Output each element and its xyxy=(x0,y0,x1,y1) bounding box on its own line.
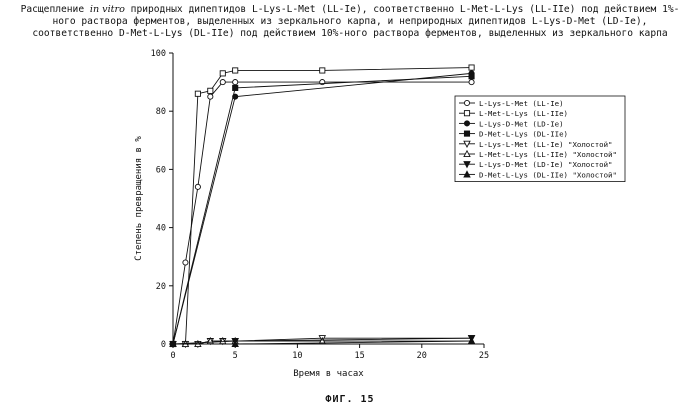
legend-label: D-Met-L-Lys (DL-IIe) "Холостой" xyxy=(479,170,617,179)
series-line xyxy=(173,82,472,344)
legend-marker xyxy=(464,131,469,136)
data-point xyxy=(233,80,238,85)
x-tick-label: 0 xyxy=(170,351,175,361)
legend-item: D-Met-L-Lys (DL-IIe) "Холостой" xyxy=(459,170,617,179)
y-tick-label: 0 xyxy=(161,340,166,350)
y-tick-label: 80 xyxy=(156,107,166,117)
series-line xyxy=(173,68,472,344)
x-tick-label: 10 xyxy=(292,351,302,361)
data-point xyxy=(469,74,474,79)
legend-label: L-Lys-L-Met (LL-Ie) xyxy=(479,99,564,108)
y-tick-label: 20 xyxy=(156,282,166,292)
data-point xyxy=(469,65,474,70)
data-point xyxy=(320,68,325,73)
series-line xyxy=(173,76,472,344)
data-point xyxy=(195,184,200,189)
data-point xyxy=(208,94,213,99)
legend-marker xyxy=(464,100,469,105)
y-tick-label: 40 xyxy=(156,224,166,234)
x-tick-label: 5 xyxy=(233,351,238,361)
data-point xyxy=(220,80,225,85)
y-tick-label: 100 xyxy=(151,49,166,59)
series-3 xyxy=(170,71,474,347)
legend-item: L-Met-L-Lys (LL-IIe) "Холостой" xyxy=(459,150,617,159)
data-point xyxy=(233,85,238,90)
series-2 xyxy=(170,65,474,347)
legend-item: L-Lys-D-Met (LD-Ie) "Холостой" xyxy=(459,160,613,169)
y-tick-label: 60 xyxy=(156,165,166,175)
legend-label: D-Met-L-Lys (DL-IIe) xyxy=(479,130,568,139)
legend-label: L-Lys-L-Met (LL-Ie) "Холостой" xyxy=(479,140,613,149)
legend-label: L-Met-L-Lys (LL-IIe) "Холостой" xyxy=(479,150,617,159)
legend: L-Lys-L-Met (LL-Ie)L-Met-L-Lys (LL-IIe)L… xyxy=(455,96,625,182)
figure-label: ФИГ. 15 xyxy=(0,394,700,405)
legend-label: L-Lys-D-Met (LD-Ie) xyxy=(479,119,564,128)
data-point xyxy=(469,80,474,85)
x-tick-label: 15 xyxy=(354,351,364,361)
legend-item: L-Lys-L-Met (LL-Ie) "Холостой" xyxy=(459,140,613,149)
data-point xyxy=(183,260,188,265)
legend-marker xyxy=(464,111,469,116)
data-point xyxy=(195,91,200,96)
line-chart: 0 20 40 60 80 100 0 5 10 15 20 25 Время в часах Степе… xyxy=(0,0,700,392)
series-1 xyxy=(170,80,474,347)
data-point xyxy=(220,71,225,76)
data-point xyxy=(208,88,213,93)
series-line xyxy=(173,73,472,344)
data-point xyxy=(233,68,238,73)
x-axis-label: Время в часах xyxy=(293,369,364,379)
legend-marker xyxy=(464,121,469,126)
x-tick-label: 25 xyxy=(479,351,489,361)
y-axis-label: Степень превращения в % xyxy=(134,136,144,261)
x-tick-label: 20 xyxy=(417,351,427,361)
legend-label: L-Lys-D-Met (LD-Ie) "Холостой" xyxy=(479,160,613,169)
legend-label: L-Met-L-Lys (LL-IIe) xyxy=(479,109,568,118)
series-4 xyxy=(170,74,474,347)
